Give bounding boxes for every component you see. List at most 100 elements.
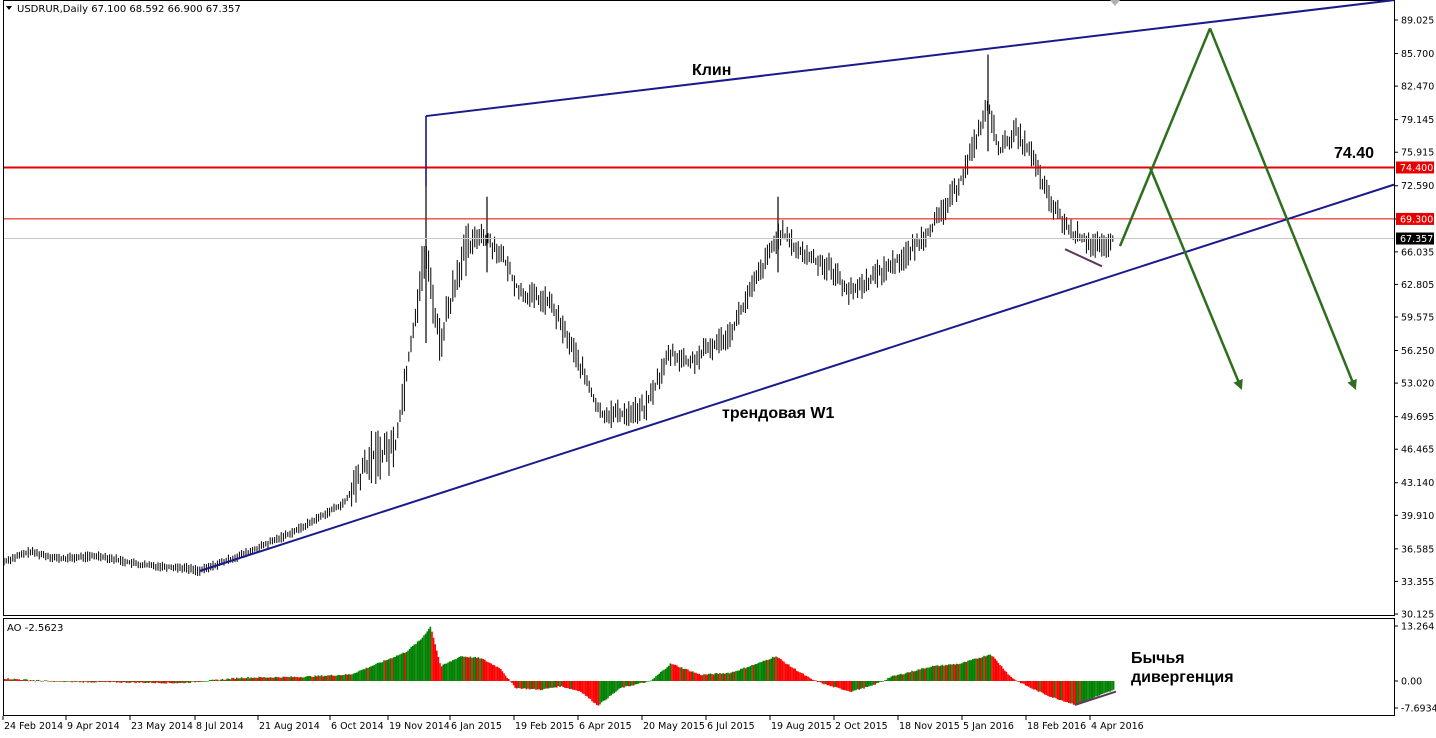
ao-bar bbox=[207, 681, 209, 682]
ao-bar bbox=[738, 670, 740, 681]
ao-bar bbox=[805, 675, 808, 681]
level-label: 74.40 bbox=[1334, 145, 1374, 162]
ao-bar bbox=[444, 663, 446, 681]
ao-bar bbox=[687, 669, 689, 681]
ao-bar bbox=[808, 677, 811, 681]
ao-bar bbox=[546, 681, 548, 689]
ao-bar bbox=[303, 677, 305, 681]
ao-bar bbox=[655, 676, 657, 681]
ao-bar bbox=[23, 679, 25, 681]
support-trendline[interactable] bbox=[199, 183, 1395, 572]
ao-bar bbox=[650, 680, 652, 682]
ao-bar bbox=[349, 674, 352, 681]
ao-bar bbox=[940, 665, 942, 681]
ao-bar bbox=[704, 674, 707, 681]
price-label-text: 74.400 bbox=[1400, 163, 1433, 174]
ao-bar bbox=[789, 666, 792, 681]
ao-bar bbox=[28, 680, 30, 682]
ao-bar bbox=[39, 680, 41, 682]
ao-bar bbox=[743, 667, 745, 681]
ao-panel-border bbox=[3, 618, 1395, 716]
price-tick-label: 56.250 bbox=[1401, 346, 1434, 357]
ao-bar bbox=[1108, 681, 1110, 692]
ao-bar bbox=[527, 681, 529, 689]
ao-bar bbox=[631, 681, 633, 686]
ao-bar bbox=[356, 672, 358, 681]
ao-bar bbox=[984, 656, 987, 681]
chart-shift-marker-icon[interactable] bbox=[1110, 0, 1120, 6]
ao-bar bbox=[335, 675, 337, 681]
ao-bar bbox=[149, 681, 152, 683]
ao-bar bbox=[320, 675, 323, 681]
ao-bar bbox=[642, 681, 644, 683]
ao-bar bbox=[941, 664, 944, 681]
ao-bar bbox=[12, 679, 14, 681]
price-tick-label: 30.125 bbox=[1401, 610, 1434, 621]
ao-bar bbox=[804, 675, 806, 681]
ao-bar bbox=[130, 681, 132, 683]
ao-bar bbox=[215, 679, 217, 681]
ao-bar bbox=[876, 681, 878, 684]
ao-bar bbox=[55, 681, 57, 682]
ao-bar bbox=[680, 667, 683, 681]
ao-bar bbox=[196, 681, 198, 682]
ao-bar bbox=[821, 681, 824, 684]
ao-bar bbox=[258, 676, 260, 681]
projection-down-arrow-2[interactable] bbox=[1208, 27, 1357, 390]
ao-bar bbox=[152, 681, 155, 684]
ao-bar bbox=[300, 676, 302, 681]
ao-bar bbox=[626, 681, 628, 686]
ao-bar bbox=[772, 656, 774, 681]
ao-bar bbox=[412, 645, 414, 681]
ao-bar bbox=[632, 681, 635, 686]
ao-bar bbox=[660, 671, 662, 681]
ao-bar bbox=[588, 681, 590, 699]
ao-bar bbox=[484, 659, 486, 681]
ao-bar bbox=[826, 681, 828, 686]
ao-bar bbox=[1007, 674, 1009, 681]
ao-bar bbox=[836, 681, 838, 688]
ao-bar bbox=[285, 676, 288, 681]
time-tick-label: 21 Aug 2014 bbox=[259, 721, 320, 732]
ao-bar bbox=[948, 664, 950, 681]
ao-bar bbox=[426, 631, 428, 681]
ao-tick-label: 13.264 bbox=[1401, 622, 1434, 633]
ao-bar bbox=[845, 681, 848, 691]
ao-bar bbox=[156, 681, 158, 683]
ao-bar bbox=[364, 669, 366, 681]
ao-bar bbox=[271, 677, 273, 681]
ao-bar bbox=[255, 677, 257, 681]
ao-bar bbox=[740, 668, 742, 681]
price-tick-label: 46.465 bbox=[1401, 445, 1434, 456]
ao-bar bbox=[959, 663, 961, 681]
projection-down-arrow-1[interactable] bbox=[1148, 167, 1243, 390]
ao-bar bbox=[189, 681, 192, 683]
price-divergence-line[interactable] bbox=[1064, 248, 1103, 268]
dropdown-triangle-icon[interactable] bbox=[6, 6, 12, 10]
ao-bar bbox=[1023, 681, 1025, 684]
ao-bar bbox=[1045, 681, 1048, 696]
ao-bar bbox=[381, 662, 384, 681]
ao-bar bbox=[962, 662, 964, 681]
ao-bar bbox=[551, 681, 553, 688]
ao-bar bbox=[972, 659, 974, 681]
ao-bar bbox=[170, 681, 172, 684]
ao-bar bbox=[165, 681, 168, 684]
ao-bar bbox=[224, 679, 227, 681]
ao-bar bbox=[180, 681, 182, 683]
ao-bar bbox=[212, 679, 214, 681]
ao-bar bbox=[354, 673, 356, 681]
projection-up-arrow[interactable] bbox=[1118, 27, 1212, 247]
ao-bar bbox=[968, 660, 971, 681]
ao-bar bbox=[983, 655, 985, 681]
ao-bar bbox=[1082, 681, 1084, 703]
price-tick-label: 43.140 bbox=[1401, 478, 1434, 489]
ao-bar bbox=[88, 681, 91, 682]
wedge-upper-line[interactable] bbox=[425, 0, 1395, 118]
ao-bar bbox=[472, 657, 475, 681]
ao-bar bbox=[1088, 681, 1091, 700]
ao-bar bbox=[1112, 681, 1115, 690]
ao-bar bbox=[824, 681, 827, 684]
ao-divergence-line[interactable] bbox=[1074, 690, 1117, 706]
